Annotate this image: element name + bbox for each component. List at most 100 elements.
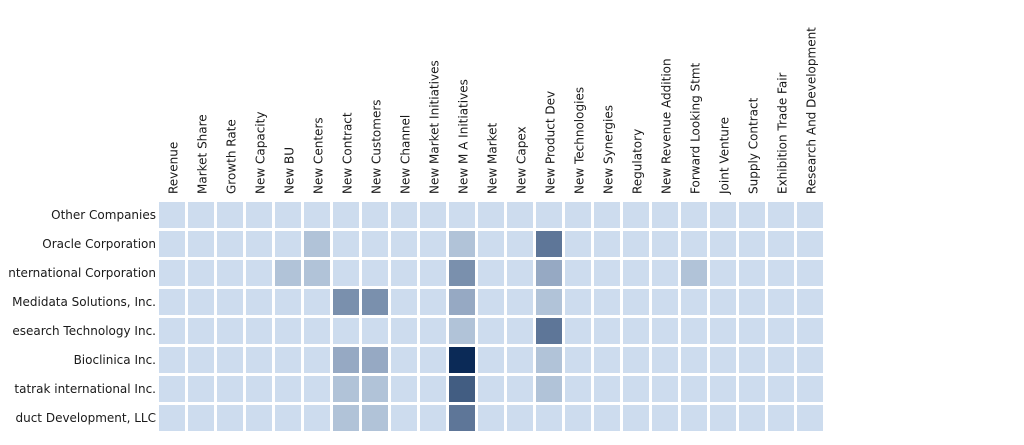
heatmap-cell xyxy=(159,347,185,373)
heatmap-cell xyxy=(594,318,620,344)
column-label: Exhibition Trade Fair xyxy=(776,72,790,194)
heatmap-cell xyxy=(391,405,417,431)
heatmap-cell xyxy=(449,347,475,373)
heatmap-cell xyxy=(188,202,214,228)
heatmap-cells xyxy=(159,202,823,431)
heatmap-cell xyxy=(768,376,794,402)
heatmap-cell xyxy=(275,260,301,286)
heatmap-cell xyxy=(739,289,765,315)
heatmap-cell xyxy=(159,318,185,344)
row-label: Medidata Solutions, Inc. xyxy=(12,295,156,309)
heatmap-cell xyxy=(246,202,272,228)
heatmap-cell xyxy=(217,231,243,257)
heatmap-cell xyxy=(304,318,330,344)
heatmap-cell xyxy=(768,231,794,257)
heatmap-cell xyxy=(391,347,417,373)
heatmap-cell xyxy=(797,289,823,315)
heatmap-cell xyxy=(536,202,562,228)
heatmap-cell xyxy=(246,347,272,373)
heatmap-cell xyxy=(362,376,388,402)
heatmap-cell xyxy=(768,318,794,344)
heatmap-cell xyxy=(681,289,707,315)
heatmap-cell xyxy=(188,260,214,286)
heatmap-cell xyxy=(478,405,504,431)
heatmap-cell xyxy=(159,289,185,315)
heatmap-cell xyxy=(652,376,678,402)
heatmap-cell xyxy=(478,202,504,228)
heatmap-cell xyxy=(652,231,678,257)
heatmap-cell xyxy=(536,231,562,257)
heatmap-cell xyxy=(739,260,765,286)
heatmap-cell xyxy=(217,405,243,431)
row-label: tatrak international Inc. xyxy=(14,382,156,396)
column-label: Revenue xyxy=(167,142,181,194)
heatmap-cell xyxy=(652,289,678,315)
heatmap-cell xyxy=(594,202,620,228)
heatmap-cell xyxy=(333,405,359,431)
heatmap-cell xyxy=(362,231,388,257)
heatmap-cell xyxy=(478,347,504,373)
column-label: Growth Rate xyxy=(225,119,239,194)
heatmap-cell xyxy=(217,202,243,228)
heatmap-cell xyxy=(565,376,591,402)
heatmap-cell xyxy=(304,231,330,257)
heatmap-cell xyxy=(768,405,794,431)
heatmap-cell xyxy=(217,376,243,402)
heatmap-cell xyxy=(652,347,678,373)
column-label: Research And Development xyxy=(805,27,819,194)
heatmap-cell xyxy=(333,202,359,228)
heatmap-cell xyxy=(710,260,736,286)
heatmap-cell xyxy=(623,347,649,373)
column-label: New Market Initiatives xyxy=(428,60,442,194)
heatmap-cell xyxy=(739,405,765,431)
heatmap-cell xyxy=(449,231,475,257)
heatmap-cell xyxy=(739,202,765,228)
heatmap-cell xyxy=(362,318,388,344)
heatmap-cell xyxy=(304,376,330,402)
heatmap-cell xyxy=(304,405,330,431)
column-label: Joint Venture xyxy=(718,117,732,195)
heatmap-cell xyxy=(536,405,562,431)
heatmap-cell xyxy=(565,202,591,228)
column-label: New Contract xyxy=(341,112,355,194)
heatmap-cell xyxy=(217,347,243,373)
heatmap-cell xyxy=(275,318,301,344)
heatmap-cell xyxy=(188,289,214,315)
heatmap-cell xyxy=(362,202,388,228)
heatmap-cell xyxy=(159,202,185,228)
heatmap-cell xyxy=(681,231,707,257)
heatmap-cell xyxy=(246,289,272,315)
heatmap-cell xyxy=(681,347,707,373)
heatmap-cell xyxy=(739,347,765,373)
heatmap-cell xyxy=(797,260,823,286)
heatmap-cell xyxy=(478,231,504,257)
heatmap-cell xyxy=(275,231,301,257)
heatmap-cell xyxy=(275,202,301,228)
heatmap-cell xyxy=(391,376,417,402)
row-labels: Other Companies Oracle Corporation nternat… xyxy=(8,208,156,425)
heatmap-cell xyxy=(333,260,359,286)
heatmap-cell xyxy=(594,260,620,286)
heatmap-cell xyxy=(536,289,562,315)
heatmap-cell xyxy=(478,318,504,344)
heatmap-cell xyxy=(565,231,591,257)
heatmap-cell xyxy=(420,318,446,344)
row-label: Oracle Corporation xyxy=(42,237,156,251)
heatmap-cell xyxy=(304,202,330,228)
heatmap-cell xyxy=(797,347,823,373)
column-label: New Revenue Addition xyxy=(660,58,674,194)
heatmap-cell xyxy=(710,202,736,228)
heatmap-cell xyxy=(217,289,243,315)
heatmap-cell xyxy=(275,405,301,431)
heatmap-cell xyxy=(536,376,562,402)
heatmap-cell xyxy=(565,289,591,315)
heatmap-cell xyxy=(681,260,707,286)
heatmap-cell xyxy=(246,405,272,431)
heatmap-cell xyxy=(188,231,214,257)
heatmap-cell xyxy=(246,260,272,286)
heatmap-cell xyxy=(362,289,388,315)
heatmap-cell xyxy=(362,260,388,286)
heatmap-cell xyxy=(507,405,533,431)
column-label: Regulatory xyxy=(631,129,645,194)
heatmap-cell xyxy=(391,289,417,315)
